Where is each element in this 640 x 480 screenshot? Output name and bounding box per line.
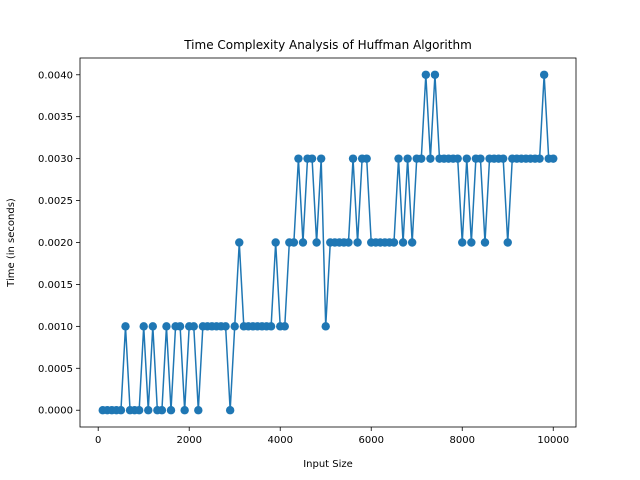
data-point (353, 238, 362, 247)
data-point (398, 238, 408, 247)
data-point (289, 238, 299, 247)
data-point (458, 238, 467, 247)
data-point (221, 322, 230, 331)
data-point (462, 154, 471, 163)
data-point (467, 238, 476, 247)
data-point (225, 406, 235, 415)
data-point (180, 406, 189, 415)
axes-frame (79, 57, 577, 428)
y-tick-label: 0.0015 (38, 280, 73, 291)
data-point (266, 322, 276, 331)
x-tick-label: 0 (95, 435, 101, 446)
data-point (166, 406, 176, 415)
x-tick-label: 10000 (537, 435, 569, 446)
data-point (230, 322, 239, 331)
data-point (175, 322, 185, 331)
data-point (312, 238, 321, 247)
data-point (394, 154, 403, 163)
data-point (476, 154, 485, 163)
data-point (144, 406, 153, 415)
data-point (426, 154, 435, 163)
data-point (294, 154, 303, 163)
y-tick-label: 0.0035 (38, 112, 73, 123)
data-point (348, 154, 358, 163)
y-tick-label: 0.0005 (38, 364, 73, 375)
x-axis-label: Input Size (303, 459, 353, 470)
y-tick-label: 0.0030 (38, 154, 73, 165)
x-tick-label: 4000 (267, 435, 292, 446)
data-point (362, 154, 371, 163)
data-point (417, 154, 426, 163)
data-point (194, 406, 203, 415)
x-tick-label: 8000 (450, 435, 475, 446)
data-point (162, 322, 171, 331)
data-point (321, 322, 330, 331)
data-point (235, 238, 244, 247)
y-tick-label: 0.0025 (38, 196, 73, 207)
data-point (407, 238, 417, 247)
data-point (403, 154, 412, 163)
chart-title: Time Complexity Analysis of Huffman Algo… (183, 38, 472, 52)
data-point (539, 70, 549, 79)
data-point (389, 238, 399, 247)
data-point (453, 154, 462, 163)
data-point (549, 154, 558, 163)
data-point (189, 322, 198, 331)
y-tick-label: 0.0020 (38, 238, 73, 249)
data-point (280, 322, 289, 331)
x-tick-label: 2000 (176, 435, 201, 446)
data-point (430, 70, 440, 79)
data-point (503, 238, 512, 247)
data-point (498, 154, 508, 163)
data-point (421, 70, 431, 79)
data-point (134, 406, 144, 415)
y-tick-label: 0.0000 (38, 406, 73, 417)
data-point (307, 154, 317, 163)
y-tick-label: 0.0040 (38, 70, 73, 81)
data-point (535, 154, 544, 163)
data-point (121, 322, 130, 331)
x-tick-label: 6000 (359, 435, 384, 446)
axis-ticks: 0 2000 4000 6000 8000 10000 0.0000 0.0005 0.0010… (38, 70, 569, 446)
data-point (157, 406, 167, 415)
data-point (298, 238, 308, 247)
data-point (148, 322, 158, 331)
data-point (116, 406, 126, 415)
data-point (271, 238, 280, 247)
data-point (139, 322, 148, 331)
data-point (480, 238, 490, 247)
y-axis-label: Time (in seconds) (6, 198, 17, 288)
data-point (316, 154, 326, 163)
plot-area (98, 70, 558, 415)
y-tick-label: 0.0010 (38, 322, 73, 333)
data-point (344, 238, 353, 247)
